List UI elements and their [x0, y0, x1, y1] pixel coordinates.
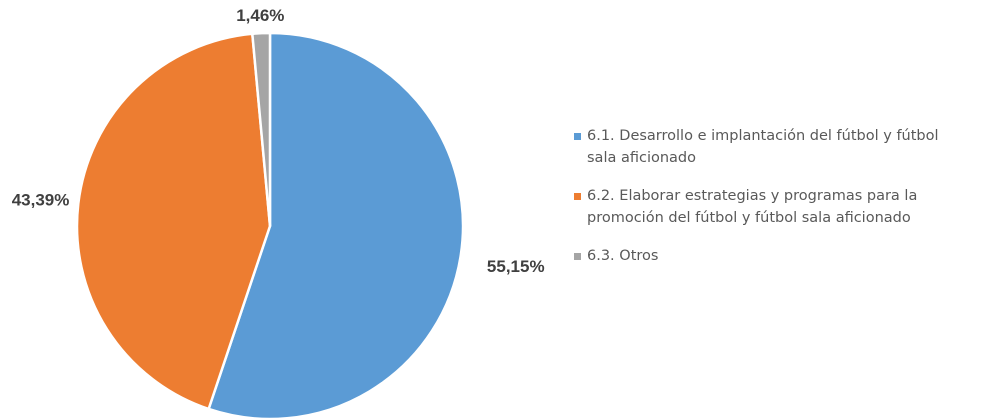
pie-slice-6-3 — [251, 31, 272, 228]
data-label-6-1: 55,15% — [487, 257, 545, 276]
legend-item-6-2: 6.2. Elaborar estrategias y programas pa… — [574, 185, 984, 229]
legend-swatch-6-2 — [574, 193, 581, 200]
legend-item-6-3: 6.3. Otros — [574, 245, 984, 267]
pie-slices — [75, 31, 465, 419]
pie-slice-6-2 — [75, 32, 272, 411]
legend-label-6-2-line1: 6.2. Elaborar estrategias y programas pa… — [587, 188, 918, 204]
legend-swatch-6-1 — [574, 133, 581, 140]
legend-label-6-2-line2: promoción del fútbol y fútbol sala afici… — [587, 210, 911, 226]
pie-data-labels: 55,15% 43,39% 1,46% — [12, 6, 545, 276]
legend-label-6-1-line1: 6.1. Desarrollo e implantación del fútbo… — [587, 128, 939, 144]
legend-label-6-1-line2: sala aficionado — [587, 150, 697, 166]
legend-label-6-3-line1: 6.3. Otros — [587, 248, 659, 264]
pie-slice-6-1 — [207, 31, 465, 419]
legend-item-6-1: 6.1. Desarrollo e implantación del fútbo… — [574, 125, 984, 169]
data-label-6-2: 43,39% — [12, 190, 70, 209]
data-label-6-3: 1,46% — [236, 6, 284, 25]
legend: 6.1. Desarrollo e implantación del fútbo… — [574, 125, 984, 283]
legend-swatch-6-3 — [574, 253, 581, 260]
